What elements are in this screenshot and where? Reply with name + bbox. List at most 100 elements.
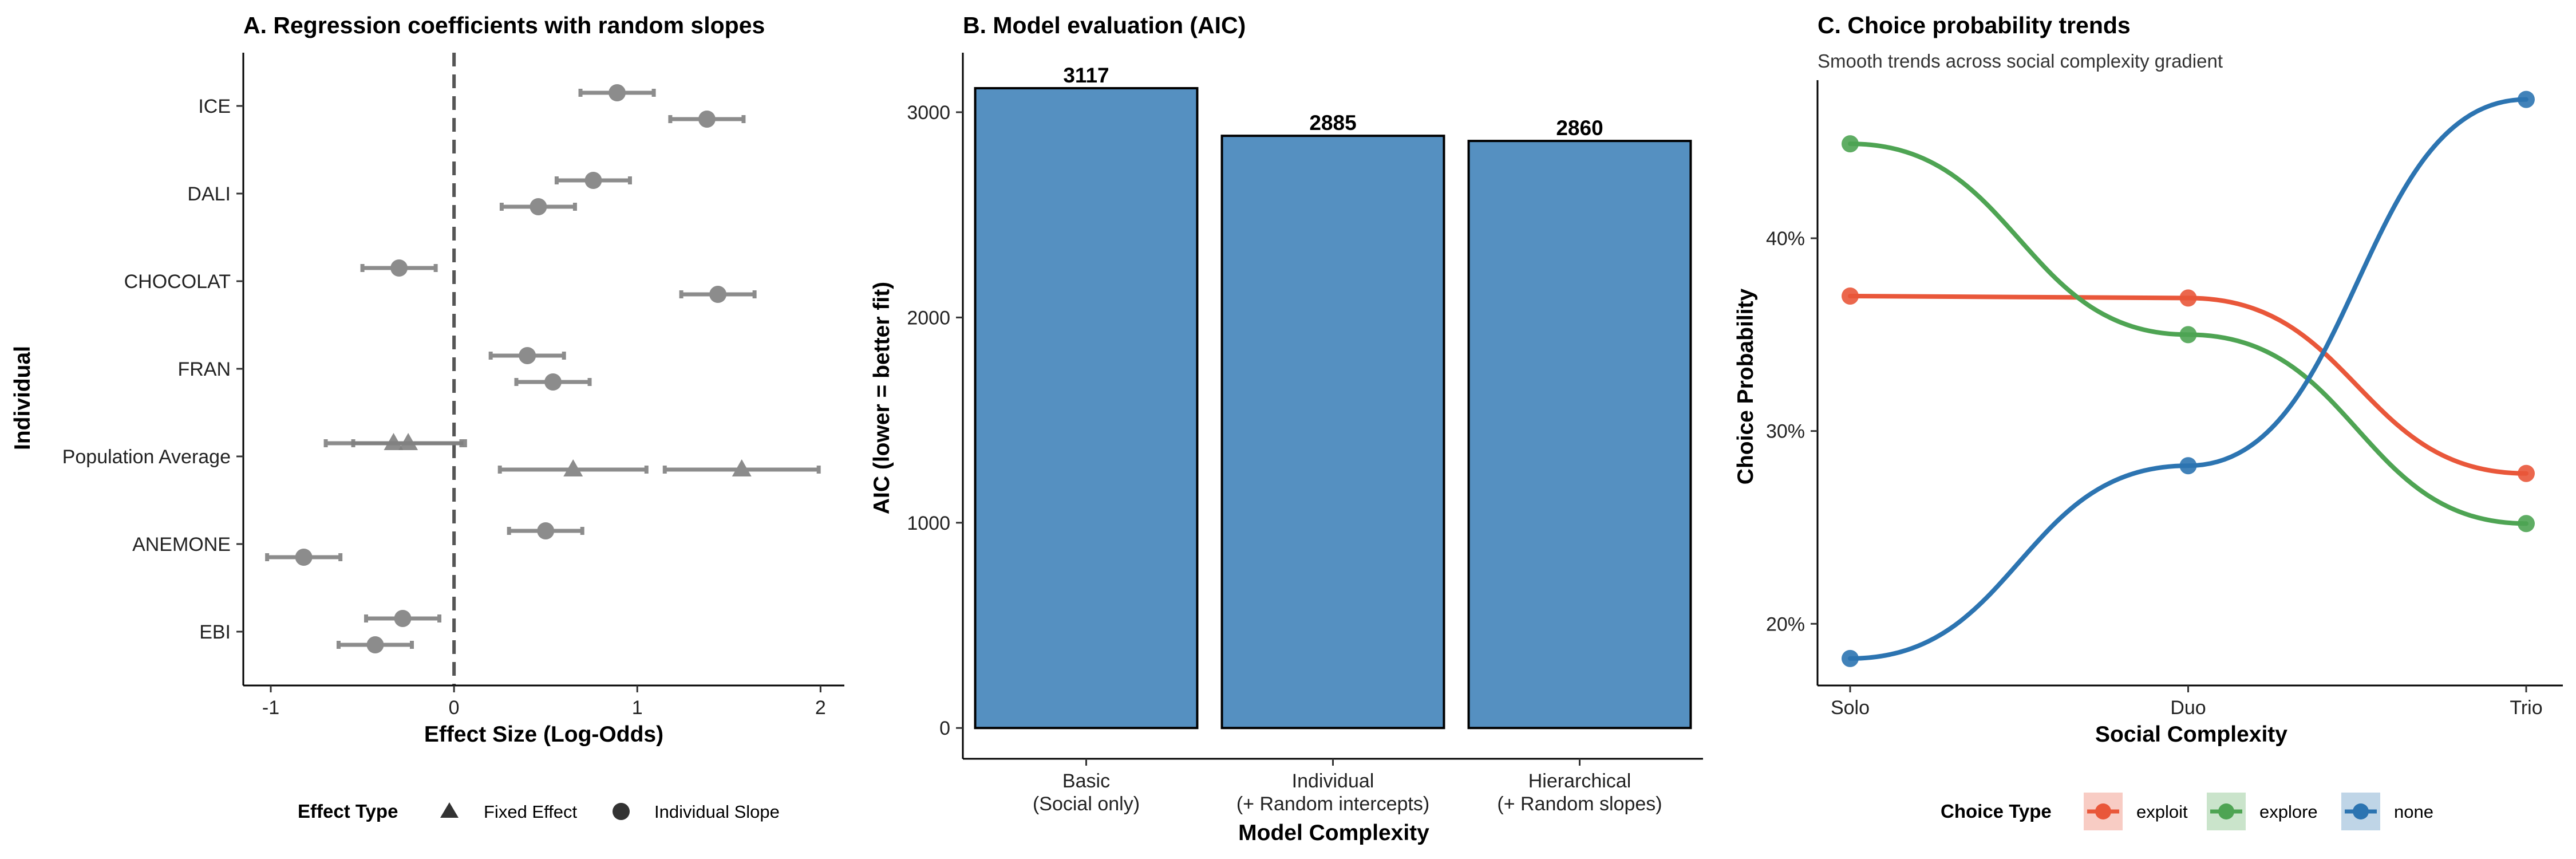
x-tick-label-line: (+ Random intercepts) (1236, 793, 1429, 815)
panel-c-legend: Choice Type exploit explore none (1941, 793, 2433, 830)
x-tick-label-3: Hierarchical (+ Random slopes) (1497, 770, 1662, 815)
bar-1 (974, 87, 1199, 730)
coef-dali-3 (554, 172, 632, 189)
panel-a-y-ticks: ICE DALI CHOCOLAT FRAN Population Average ANE… (62, 96, 243, 643)
individual-slope-circle (390, 259, 408, 277)
coef-population-average-8 (497, 459, 649, 476)
x-tick-label-trio: Trio (2510, 697, 2542, 719)
x-tick-label-line: Individual (1292, 770, 1374, 792)
panel-c-x-axis-label: Social Complexity (2095, 722, 2287, 747)
fixed-effect-triangle (732, 459, 752, 476)
panel-a-x-ticks: -1 0 1 2 (262, 685, 826, 719)
legend-key-point-explore (2218, 803, 2234, 819)
y-tick-label-0: 0 (939, 718, 950, 739)
panel-a-axes (242, 53, 844, 687)
legend-individual-slope-label: Individual Slope (654, 802, 780, 822)
bar-3 (1467, 140, 1692, 730)
panel-c-x-ticks: Solo Duo Trio (1831, 685, 2543, 719)
panel-a-y-axis-label: Individual (10, 346, 35, 450)
y-tick-label-1: 30% (1766, 421, 1805, 443)
legend-individual-slope-circle (613, 803, 630, 820)
y-tick-label-fran: FRAN (177, 358, 231, 380)
individual-slope-circle (544, 373, 562, 391)
panel-a-marks (265, 84, 821, 653)
x-tick-label-duo: Duo (2170, 697, 2206, 719)
x-tick-label-0: 0 (449, 697, 460, 719)
point-explore-trio (2518, 515, 2535, 533)
y-tick-label-chocolat: CHOCOLAT (124, 271, 231, 293)
fixed-effect-triangle (398, 433, 418, 450)
x-tick-label-line: (Social only) (1033, 793, 1140, 815)
coef-population-average-9 (662, 459, 821, 476)
panel-c-points (1842, 90, 2535, 667)
panel-b-y-ticks: 0 1000 2000 3000 (907, 102, 963, 739)
legend-key-point-exploit (2095, 803, 2111, 819)
panel-c-legend-title: Choice Type (1941, 801, 2052, 822)
coef-ebi-14 (336, 636, 414, 653)
x-tick-label-line: (+ Random slopes) (1497, 793, 1662, 815)
y-tick-label-population-average: Population Average (62, 446, 231, 468)
panel-b-y-axis-label: AIC (lower = better fit) (870, 282, 894, 514)
panel-a-x-axis-label: Effect Size (Log-Odds) (424, 722, 663, 747)
individual-slope-circle (295, 549, 313, 566)
point-none-duo (2179, 457, 2197, 475)
panel-c-subtitle: Smooth trends across social complexity g… (1818, 50, 2223, 72)
trend-line-exploit (1848, 294, 2528, 476)
panel-b-x-ticks: Basic (Social only) Individual (+ Random in… (1033, 759, 1662, 815)
x-tick-label-1: Basic (Social only) (1033, 770, 1140, 815)
coef-fran-7 (488, 347, 566, 364)
y-tick-label-ebi: EBI (199, 621, 231, 643)
panel-a-title: A. Regression coefficients with random s… (243, 12, 765, 38)
individual-slope-circle (584, 172, 602, 189)
y-tick-label-1000: 1000 (907, 513, 950, 534)
individual-slope-circle (519, 347, 536, 364)
individual-slope-circle (537, 522, 555, 539)
bar-value-label-2: 2885 (1309, 111, 1356, 135)
panel-c-title: C. Choice probability trends (1818, 12, 2131, 38)
panel-c-axes (1816, 80, 2563, 687)
x-tick-label-line: Basic (1062, 770, 1110, 792)
panel-c-lines (1848, 97, 2528, 661)
y-tick-label-3000: 3000 (907, 102, 950, 124)
coef-anemone-13 (507, 522, 584, 539)
panel-c-y-ticks: 20% 30% 40% (1766, 228, 1818, 635)
panel-a-legend-title: Effect Type (298, 801, 398, 822)
point-explore-solo (1842, 135, 1859, 153)
legend-label-explore: explore (2259, 802, 2318, 822)
panel-c-trends: C. Choice probability trends Smooth tren… (1733, 12, 2563, 830)
x-tick-label-solo: Solo (1831, 697, 1870, 719)
bar-value-label-3: 2860 (1556, 116, 1603, 140)
y-tick-label-0: 20% (1766, 613, 1805, 635)
x-tick-label-2: 2 (815, 697, 826, 719)
trend-line-none (1848, 97, 2528, 661)
coef-ice-1 (578, 84, 656, 101)
point-none-trio (2518, 90, 2535, 108)
x-tick-label-1: 1 (632, 697, 643, 719)
x-tick-label-line: Hierarchical (1528, 770, 1631, 792)
panel-a-coefficients: A. Regression coefficients with random s… (10, 12, 844, 822)
x-tick-label-2: Individual (+ Random intercepts) (1236, 770, 1429, 815)
y-tick-label-2000: 2000 (907, 307, 950, 329)
coef-chocolat-5 (360, 259, 438, 277)
bar-value-label-1: 3117 (1063, 64, 1109, 87)
panel-c-y-axis-label: Choice Probability (1733, 289, 1758, 485)
coef-population-average-11 (351, 433, 467, 450)
panel-b-bars (974, 87, 1692, 730)
legend-fixed-effect-label: Fixed Effect (484, 802, 578, 822)
coef-chocolat-4 (679, 286, 757, 303)
point-exploit-trio (2518, 464, 2535, 482)
y-tick-label-anemone: ANEMONE (132, 534, 231, 555)
panel-b-aic: B. Model evaluation (AIC) 3117 2885 2860 0… (870, 12, 1703, 845)
point-none-solo (1842, 649, 1859, 667)
individual-slope-circle (366, 636, 384, 653)
legend-key-point-none (2353, 803, 2369, 819)
panel-b-title: B. Model evaluation (AIC) (963, 12, 1246, 38)
coef-dali-2 (499, 198, 577, 215)
fixed-effect-triangle (563, 459, 583, 476)
individual-slope-circle (394, 610, 412, 627)
panel-a-legend: Effect Type Fixed Effect Individual Slop… (298, 801, 780, 822)
point-exploit-solo (1842, 287, 1859, 305)
individual-slope-circle (609, 84, 626, 101)
x-tick-label--1: -1 (262, 697, 279, 719)
